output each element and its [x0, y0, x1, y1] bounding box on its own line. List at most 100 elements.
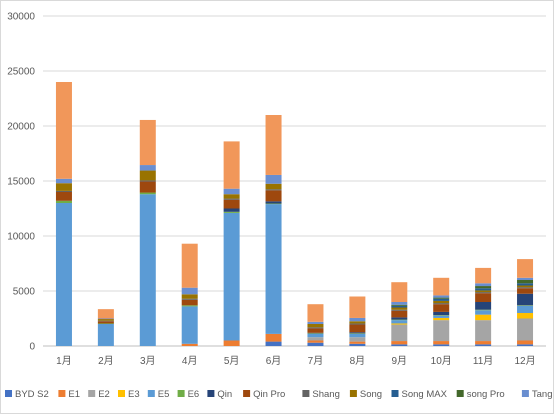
- bar-segment: [391, 319, 408, 321]
- bar-segment: [181, 305, 198, 307]
- bar-segment: [433, 304, 450, 312]
- legend-swatch: [58, 390, 66, 397]
- bar-segment: [391, 307, 408, 310]
- bar-segment: [349, 332, 366, 334]
- bar-segment: [475, 309, 492, 311]
- y-tick-label: 25000: [7, 67, 35, 78]
- bar-segment: [139, 194, 156, 346]
- y-tick-label: 20000: [7, 122, 35, 133]
- bar-segment: [349, 317, 366, 322]
- legend-swatch: [88, 390, 96, 397]
- legend-label: Shang: [312, 389, 339, 400]
- bar-segment: [433, 315, 450, 316]
- bar-segment: [475, 302, 492, 310]
- legend-swatch: [147, 390, 155, 397]
- bar-segment: [55, 200, 72, 203]
- bar-segment: [307, 333, 324, 338]
- bar-segment: [307, 337, 324, 341]
- legend-swatch: [5, 390, 12, 397]
- bar-segment: [55, 183, 72, 191]
- bar-segment: [139, 165, 156, 171]
- bar-segment: [433, 303, 450, 305]
- bar-segment: [433, 317, 450, 321]
- bar-segment: [475, 286, 492, 289]
- bar-segment: [517, 293, 534, 306]
- bar-segment: [517, 285, 534, 288]
- bar-segment: [349, 296, 366, 318]
- bar-segment: [181, 298, 198, 300]
- bar-segment: [517, 277, 534, 280]
- bar-segment: [391, 304, 408, 306]
- legend-swatch: [207, 390, 215, 397]
- bar-segment: [433, 300, 450, 304]
- y-tick-label: 5000: [13, 287, 36, 298]
- bar-segment: [97, 309, 114, 319]
- bar-segment: [265, 190, 282, 202]
- bar-segment: [181, 306, 198, 344]
- bar-segment: [517, 313, 534, 319]
- bar-segment: [433, 344, 450, 346]
- bar-segment: [349, 321, 366, 324]
- bar-segment: [265, 203, 282, 205]
- bar-segment: [433, 297, 450, 299]
- x-tick-label: 2月: [98, 355, 114, 367]
- bar-segment: [391, 302, 408, 305]
- bar-segment: [307, 327, 324, 329]
- bar-segment: [223, 199, 240, 209]
- bar-segment: [265, 341, 282, 346]
- bar-segment: [265, 189, 282, 191]
- bar-segment: [475, 290, 492, 293]
- bar-segment: [433, 311, 450, 316]
- bar-segment: [223, 208, 240, 212]
- bar-segment: [223, 198, 240, 200]
- bar-segment: [265, 204, 282, 334]
- bar-segment: [517, 305, 534, 306]
- bar-segment: [517, 305, 534, 313]
- bar-segment: [265, 201, 282, 204]
- legend-swatch: [243, 390, 251, 397]
- x-tick-label: 12月: [514, 355, 535, 367]
- bar-segment: [349, 343, 366, 346]
- bar-segment: [433, 298, 450, 301]
- legend-swatch: [391, 390, 399, 397]
- bar-segment: [97, 318, 114, 320]
- bar-segment: [517, 344, 534, 346]
- bar-segment: [475, 320, 492, 342]
- bar-segment: [433, 315, 450, 318]
- bar-segment: [223, 188, 240, 195]
- bar-segment: [391, 317, 408, 320]
- bar-segment: [475, 283, 492, 287]
- bar-segment: [433, 341, 450, 345]
- bar-segment: [517, 259, 534, 278]
- y-tick-label: 0: [29, 342, 35, 353]
- legend-label: Tang: [532, 389, 553, 400]
- bar-segment: [475, 267, 492, 284]
- bar-segment: [517, 318, 534, 341]
- legend-label: song Pro: [467, 389, 505, 400]
- bar-segment: [139, 192, 156, 195]
- bar-segment: [391, 341, 408, 345]
- legend-label: Qin: [217, 389, 232, 400]
- y-tick-label: 30000: [7, 12, 35, 23]
- bar-segment: [433, 277, 450, 296]
- bar-segment: [517, 288, 534, 294]
- legend-swatch: [456, 390, 464, 397]
- bar-segment: [517, 280, 534, 284]
- bar-segment: [139, 119, 156, 166]
- bar-segment: [139, 180, 156, 182]
- legend-swatch: [177, 390, 185, 397]
- bar-segment: [307, 328, 324, 333]
- bar-segment: [181, 343, 198, 346]
- bar-segment: [349, 333, 366, 338]
- bar-segment: [391, 323, 408, 325]
- legend-label: Song: [360, 389, 382, 400]
- bar-segment: [349, 333, 366, 334]
- bar-segment: [517, 283, 534, 286]
- bar-segment: [139, 170, 156, 181]
- bar-segment: [223, 141, 240, 189]
- y-tick-label: 15000: [7, 177, 35, 188]
- bar-segment: [517, 287, 534, 289]
- bar-segment: [391, 344, 408, 346]
- bar-segment: [97, 320, 114, 322]
- bar-segment: [307, 333, 324, 334]
